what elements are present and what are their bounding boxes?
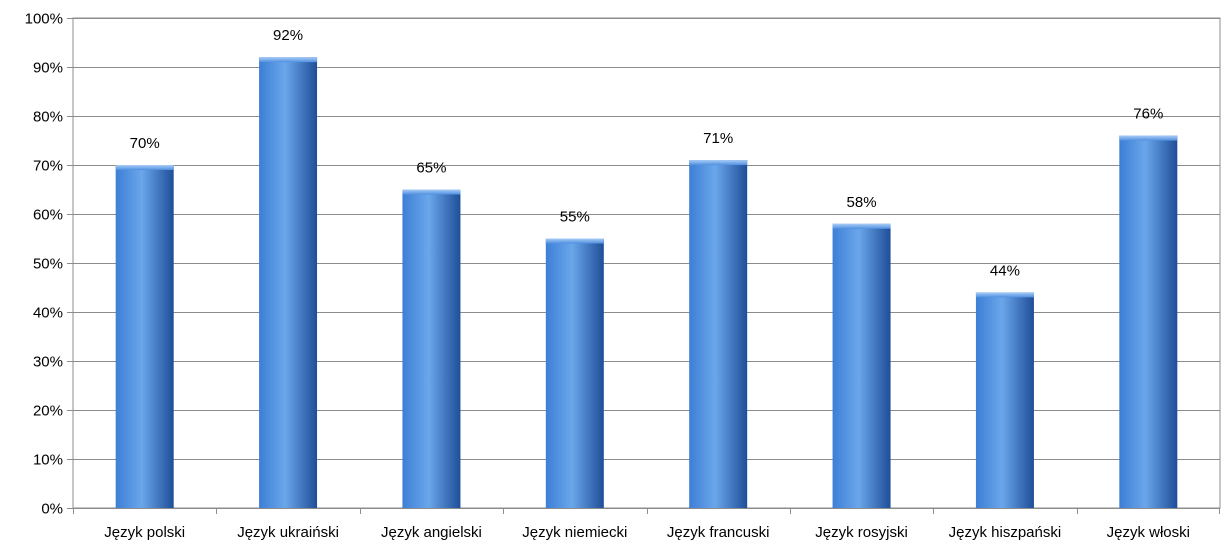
- y-tick-label: 70%: [33, 158, 63, 175]
- data-label: 55%: [560, 209, 590, 226]
- y-tick-label: 0%: [41, 501, 63, 518]
- y-tick-label: 100%: [25, 11, 63, 28]
- bar-2: [259, 57, 318, 508]
- bar-4: [545, 238, 604, 508]
- y-axis-ticks: 0% 10% 20% 30% 40% 50% 60% 70% 80% 90% 100%: [25, 11, 63, 518]
- data-label: 70%: [130, 135, 160, 152]
- bar-6: [832, 223, 891, 509]
- bar-cap: [545, 238, 604, 244]
- data-label: 76%: [1133, 106, 1163, 123]
- bar-8: [1119, 135, 1178, 508]
- data-label: 44%: [990, 262, 1020, 279]
- bar-3: [402, 189, 461, 508]
- data-label: 65%: [416, 160, 446, 177]
- y-tick-label: 60%: [33, 207, 63, 224]
- x-category-label: Język rosyjski: [815, 524, 908, 541]
- y-tick-label: 30%: [33, 354, 63, 371]
- bar-body: [689, 160, 748, 508]
- bar-cap: [115, 165, 174, 170]
- data-label: 92%: [273, 27, 303, 44]
- bar-body: [545, 238, 604, 508]
- gridlines: [73, 18, 1220, 509]
- x-category-label: Język ukraiński: [237, 524, 339, 541]
- bar-7: [975, 292, 1034, 508]
- bar-body: [259, 57, 318, 508]
- axes: [67, 17, 1221, 514]
- x-category-label: Język włoski: [1107, 524, 1190, 541]
- y-tick-label: 10%: [33, 452, 63, 469]
- bar-cap: [689, 160, 748, 166]
- data-labels: 70% 92% 65% 55% 71% 58% 44% 76%: [130, 27, 1164, 279]
- bar-body: [1119, 135, 1178, 508]
- bar-5: [689, 160, 748, 508]
- bar-cap: [832, 223, 891, 229]
- data-label: 58%: [847, 194, 877, 211]
- x-axis-labels: Język polski Język ukraiński Język angiels…: [104, 524, 1190, 541]
- x-category-label: Język angielski: [381, 524, 482, 541]
- y-tick-label: 80%: [33, 109, 63, 126]
- x-category-label: Język niemiecki: [522, 524, 627, 541]
- bar-cap: [1119, 135, 1178, 141]
- bar-body: [832, 223, 891, 509]
- bar-cap: [402, 189, 461, 195]
- bar-cap: [259, 57, 318, 63]
- y-tick-label: 50%: [33, 256, 63, 273]
- x-category-label: Język hiszpański: [949, 524, 1062, 541]
- bar-body: [115, 165, 174, 508]
- data-label: 71%: [703, 130, 733, 147]
- x-category-label: Język francuski: [667, 524, 770, 541]
- bar-1: [115, 165, 174, 508]
- bars: [115, 57, 1178, 509]
- y-tick-label: 40%: [33, 305, 63, 322]
- y-tick-label: 90%: [33, 60, 63, 77]
- bar-cap: [975, 292, 1034, 298]
- x-category-label: Język polski: [104, 524, 185, 541]
- y-tick-label: 20%: [33, 403, 63, 420]
- bar-body: [975, 292, 1034, 508]
- bar-body: [402, 189, 461, 508]
